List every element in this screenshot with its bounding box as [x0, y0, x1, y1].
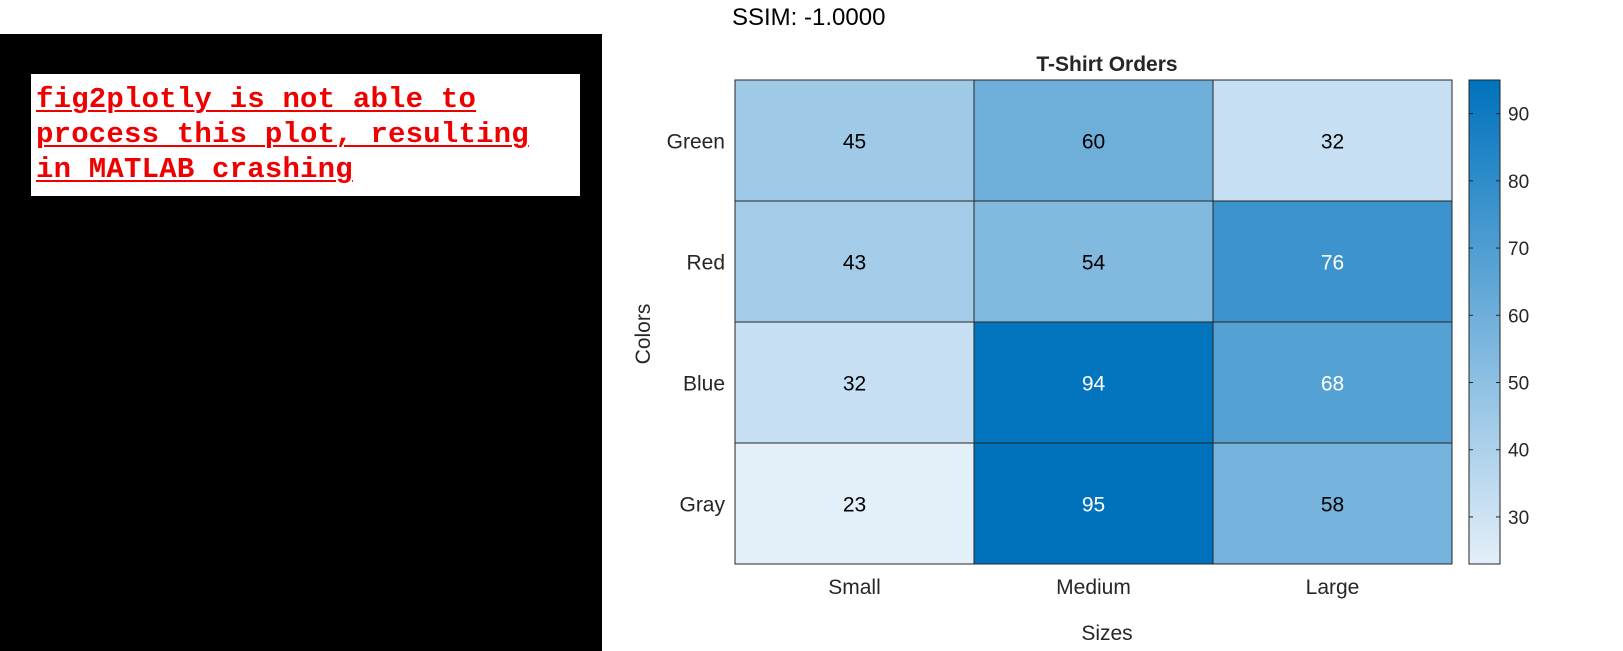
y-tick-label: Gray — [679, 494, 725, 517]
error-message-box: fig2plotly is not able to process this p… — [31, 74, 580, 196]
colorbar-gradient — [1468, 79, 1501, 565]
error-panel: fig2plotly is not able to process this p… — [0, 34, 602, 651]
y-tick-label: Red — [686, 252, 725, 275]
heatmap-cell — [734, 321, 975, 444]
chart-title: T-Shirt Orders — [1036, 53, 1177, 76]
heatmap-chart: 45 60 32 43 54 76 32 94 68 23 95 58 Green Red Blue Gray… — [632, 53, 1529, 645]
x-axis-label: Sizes — [1081, 622, 1132, 645]
heatmap-cell — [734, 200, 975, 323]
colorbar: 30 40 50 60 70 80 90 — [1468, 79, 1529, 565]
cell-value-label: 94 — [1082, 373, 1106, 396]
heatmap-cell — [734, 79, 975, 202]
colorbar-tick-label: 80 — [1508, 172, 1529, 193]
colorbar-tick-label: 70 — [1508, 239, 1529, 260]
cell-value-label: 95 — [1082, 494, 1105, 517]
colorbar-tick-label: 50 — [1508, 374, 1529, 395]
cell-value-label: 60 — [1082, 131, 1105, 154]
cell-value-label: 58 — [1321, 494, 1344, 517]
cell-value-label: 45 — [843, 131, 866, 154]
cell-value-label: 54 — [1082, 252, 1106, 275]
y-tick-label: Green — [667, 131, 725, 154]
colorbar-tick-label: 30 — [1508, 508, 1529, 529]
heatmap-cell — [734, 442, 975, 565]
colorbar-tick-label: 90 — [1508, 105, 1529, 126]
colorbar-tick-label: 40 — [1508, 441, 1529, 462]
x-tick-label: Small — [828, 576, 881, 599]
y-axis-label: Colors — [632, 304, 655, 365]
cell-value-label: 23 — [843, 494, 866, 517]
cell-value-label: 76 — [1321, 252, 1344, 275]
cell-value-label: 32 — [1321, 131, 1344, 154]
heatmap-cell — [1212, 442, 1453, 565]
heatmap-plot-area: 45 60 32 43 54 76 32 94 68 23 95 58 Green Red Blue Gray… — [667, 79, 1453, 599]
heatmap-cell — [973, 321, 1214, 444]
error-message: fig2plotly is not able to process this p… — [36, 83, 529, 186]
heatmap-cell — [973, 79, 1214, 202]
heatmap-cell — [1212, 200, 1453, 323]
y-tick-label: Blue — [683, 373, 725, 396]
cell-value-label: 32 — [843, 373, 866, 396]
colorbar-tick-label: 60 — [1508, 306, 1529, 327]
x-tick-label: Large — [1306, 576, 1360, 599]
x-tick-label: Medium — [1056, 576, 1131, 599]
ssim-label: SSIM: -1.0000 — [732, 4, 886, 31]
cell-value-label: 68 — [1321, 373, 1344, 396]
heatmap-cell — [973, 200, 1214, 323]
cell-value-label: 43 — [843, 252, 866, 275]
heatmap-cell — [1212, 79, 1453, 202]
